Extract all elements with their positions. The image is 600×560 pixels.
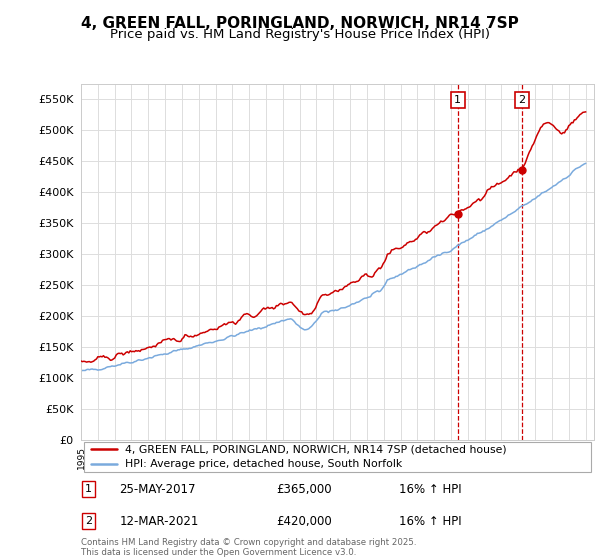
Text: 25-MAY-2017: 25-MAY-2017 <box>119 483 196 496</box>
Text: 12-MAR-2021: 12-MAR-2021 <box>119 515 199 528</box>
Text: 16% ↑ HPI: 16% ↑ HPI <box>399 515 461 528</box>
Text: £420,000: £420,000 <box>276 515 332 528</box>
Text: HPI: Average price, detached house, South Norfolk: HPI: Average price, detached house, Sout… <box>125 459 402 469</box>
Text: Price paid vs. HM Land Registry's House Price Index (HPI): Price paid vs. HM Land Registry's House … <box>110 28 490 41</box>
Text: 1: 1 <box>85 484 92 494</box>
FancyBboxPatch shape <box>83 442 592 472</box>
Text: 2: 2 <box>85 516 92 526</box>
Text: 4, GREEN FALL, PORINGLAND, NORWICH, NR14 7SP (detached house): 4, GREEN FALL, PORINGLAND, NORWICH, NR14… <box>125 445 506 455</box>
Text: 1: 1 <box>454 95 461 105</box>
Text: £365,000: £365,000 <box>276 483 332 496</box>
Text: 2: 2 <box>518 95 525 105</box>
Text: 16% ↑ HPI: 16% ↑ HPI <box>399 483 461 496</box>
Text: 4, GREEN FALL, PORINGLAND, NORWICH, NR14 7SP: 4, GREEN FALL, PORINGLAND, NORWICH, NR14… <box>81 16 519 31</box>
Text: Contains HM Land Registry data © Crown copyright and database right 2025.
This d: Contains HM Land Registry data © Crown c… <box>81 538 416 557</box>
